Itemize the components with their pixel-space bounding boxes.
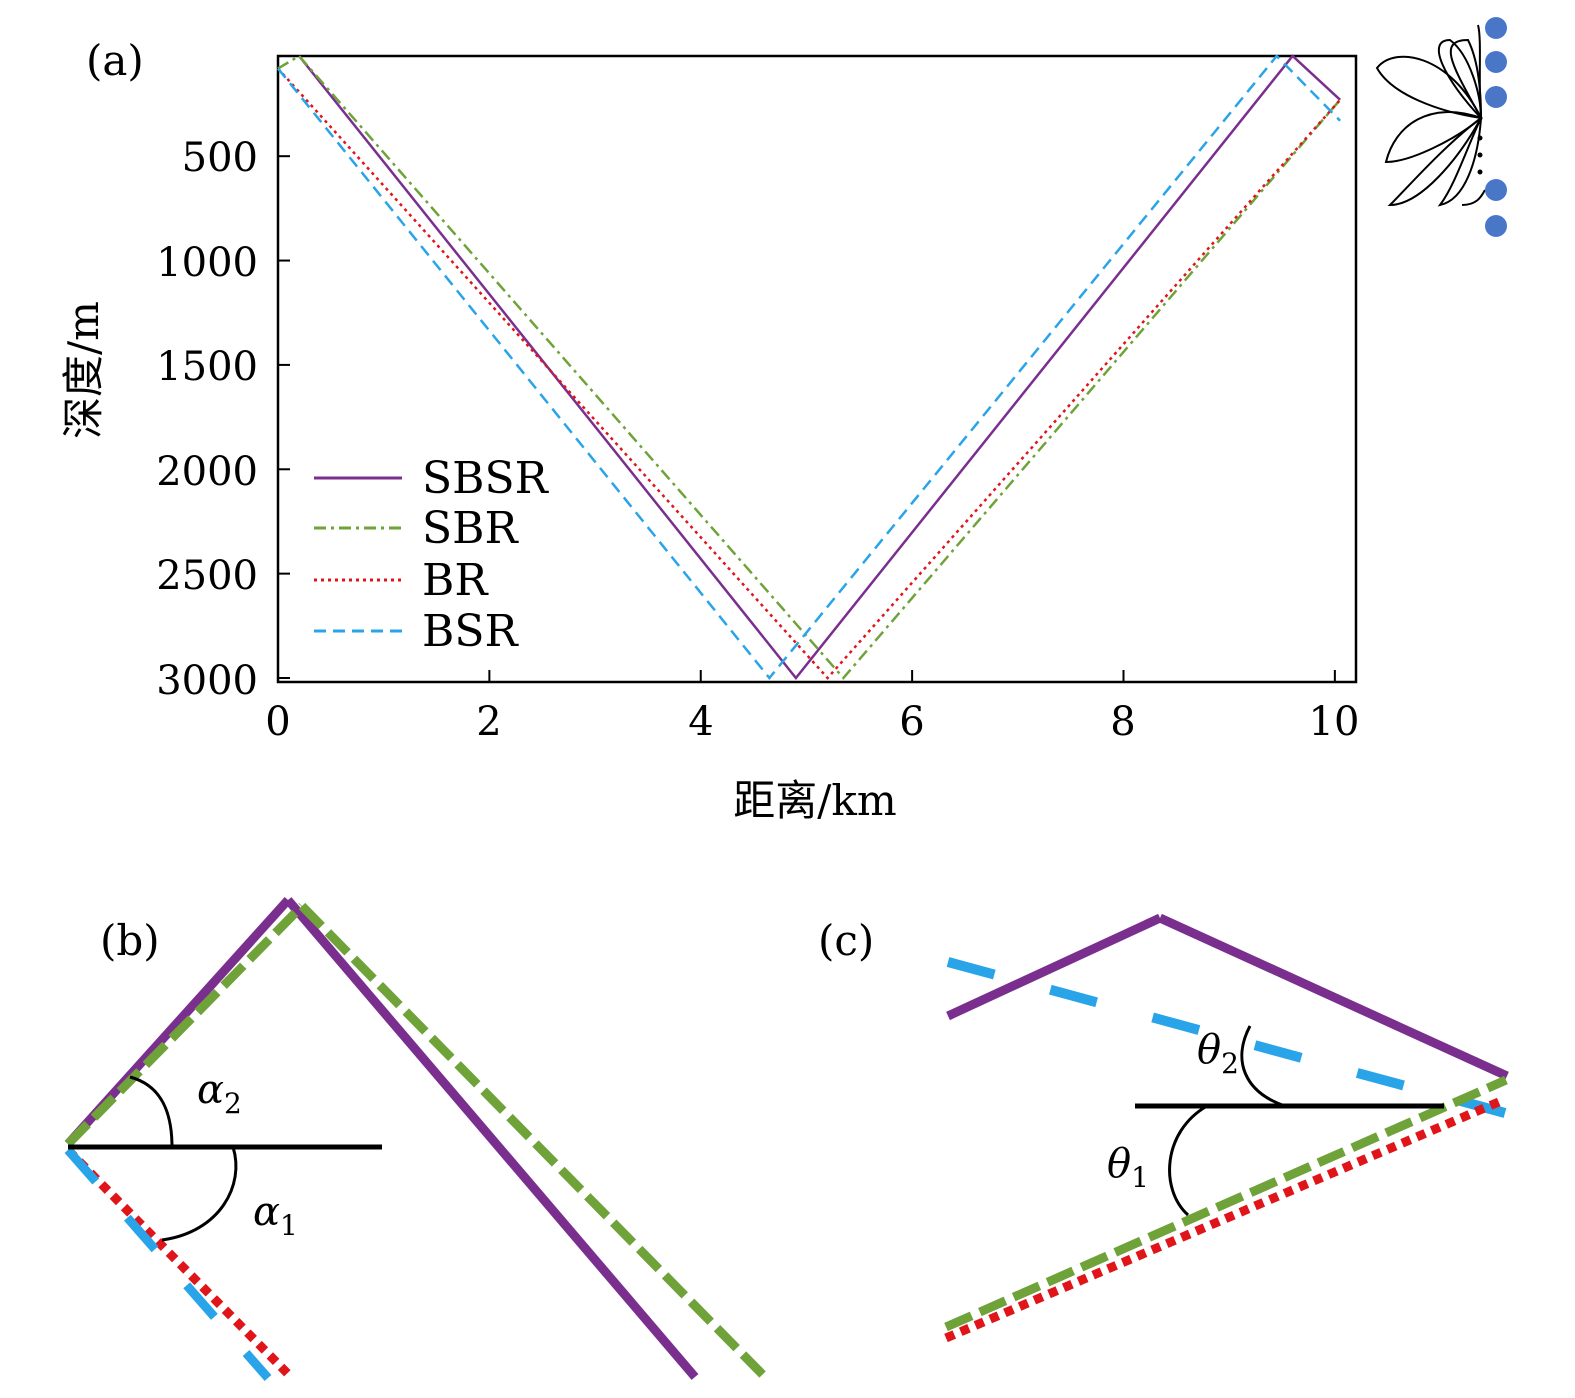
beam-lobe	[1437, 117, 1482, 207]
sbr-ray	[298, 902, 769, 1381]
ellipsis-dot	[1477, 169, 1483, 175]
series-line-br	[277, 67, 1342, 680]
panel-c-label: (c)	[818, 916, 874, 965]
angle-arc-theta1	[1168, 1104, 1208, 1217]
sbsr-ray	[946, 913, 1162, 1021]
angle-label-alpha1: α1	[253, 1189, 298, 1242]
angle-label-theta1: θ1	[1107, 1141, 1149, 1194]
x-tick-label: 0	[265, 699, 290, 745]
angle-arc-alpha2	[129, 1075, 174, 1148]
receiver-dot	[1485, 17, 1507, 39]
angle-arc-theta2	[1240, 1025, 1286, 1108]
receiver-dot	[1485, 215, 1507, 237]
legend-label: BR	[422, 555, 489, 606]
x-tick-label: 4	[688, 699, 713, 745]
beam-lobe	[1477, 24, 1482, 119]
beam-lobe	[1387, 117, 1482, 207]
y-tick-label: 2000	[156, 449, 258, 495]
series-line-sbsr	[298, 54, 1341, 681]
angle-arc-alpha1	[161, 1146, 238, 1242]
br-ray	[944, 1096, 1503, 1343]
sbr-ray	[944, 1075, 1508, 1332]
legend-label: BSR	[422, 606, 519, 657]
beam-lobe	[1461, 189, 1486, 206]
br-ray	[64, 1146, 296, 1382]
series-line-bsr	[277, 54, 1341, 680]
x-tick-label: 10	[1309, 699, 1360, 745]
legend-label: SBSR	[422, 453, 550, 504]
receiver-dot	[1485, 86, 1507, 108]
sbr-ray	[64, 902, 306, 1148]
beam-lobe	[1449, 38, 1482, 119]
tick-group	[277, 155, 1336, 682]
angle-label-theta2: θ2	[1197, 1027, 1239, 1080]
x-tick-label: 8	[1110, 699, 1135, 745]
y-tick-label: 3000	[156, 658, 258, 704]
plot-frame	[276, 54, 1358, 684]
bsr-ray	[64, 1147, 272, 1381]
y-tick-label: 2500	[156, 553, 258, 599]
beam-lobe	[1437, 38, 1483, 121]
y-tick-label: 500	[182, 135, 258, 181]
y-axis-label: 深度/m	[59, 301, 108, 439]
beam-pattern-icon	[1375, 17, 1507, 237]
receiver-dot	[1485, 179, 1507, 201]
series-line-sbr	[277, 54, 1342, 680]
x-tick-label: 6	[899, 699, 924, 745]
panel-a-label: (a)	[86, 36, 144, 85]
sbsr-ray	[1158, 913, 1509, 1081]
series-group	[277, 54, 1342, 681]
x-axis-label: 距离/km	[733, 776, 896, 825]
ellipsis-dot	[1477, 152, 1483, 158]
beam-lobe	[1384, 111, 1483, 164]
x-tick-label: 2	[476, 699, 501, 745]
panel-b-label: (b)	[100, 916, 160, 965]
receiver-dot	[1485, 51, 1507, 73]
ellipsis-dot	[1477, 135, 1483, 141]
legend-label: SBR	[422, 503, 519, 554]
angle-label-alpha2: α2	[197, 1067, 242, 1120]
panel-c-diagram: θ2 θ1	[944, 913, 1509, 1343]
y-tick-label: 1000	[156, 240, 258, 286]
sbsr-ray	[284, 897, 699, 1380]
legend: SBSR SBR BR BSR	[314, 453, 550, 657]
panel-b-diagram: α2 α1	[64, 896, 769, 1382]
y-tick-label: 1500	[156, 344, 258, 390]
